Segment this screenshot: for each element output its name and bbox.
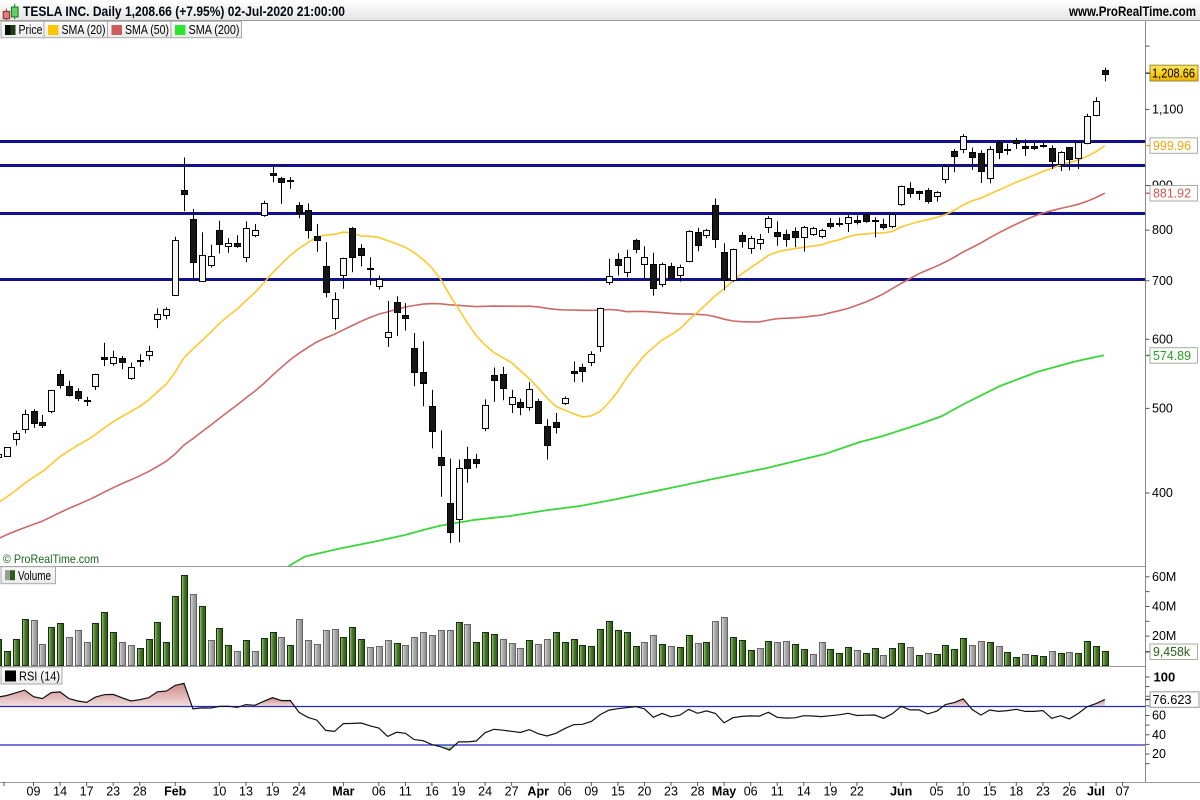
svg-text:19: 19	[266, 785, 280, 799]
svg-text:19: 19	[452, 785, 466, 799]
svg-text:23: 23	[664, 785, 678, 799]
svg-text:TESLA INC. Daily 1,208.66 (+7.: TESLA INC. Daily 1,208.66 (+7.95%) 02-Ju…	[23, 4, 345, 19]
svg-text:17: 17	[80, 785, 94, 799]
svg-text:05: 05	[930, 785, 944, 799]
svg-text:Jul: Jul	[1087, 785, 1105, 799]
svg-text:09: 09	[27, 785, 41, 799]
svg-text:60: 60	[1152, 709, 1166, 723]
svg-text:15: 15	[983, 785, 997, 799]
svg-text:1,100: 1,100	[1152, 102, 1183, 116]
svg-text:1,208.66: 1,208.66	[1152, 67, 1195, 81]
svg-text:76.623: 76.623	[1153, 693, 1192, 707]
svg-text:14: 14	[53, 785, 67, 799]
svg-text:19: 19	[823, 785, 837, 799]
svg-text:26: 26	[1062, 785, 1076, 799]
svg-text:20: 20	[637, 785, 651, 799]
svg-text:16: 16	[425, 785, 439, 799]
svg-text:574.89: 574.89	[1153, 349, 1191, 363]
svg-text:22: 22	[850, 785, 864, 799]
svg-text:24: 24	[292, 785, 306, 799]
svg-text:28: 28	[691, 785, 705, 799]
svg-text:11: 11	[771, 785, 784, 799]
svg-text:Volume: Volume	[18, 569, 51, 583]
svg-text:881.92: 881.92	[1153, 187, 1191, 201]
svg-text:06: 06	[744, 785, 758, 799]
svg-text:18: 18	[1009, 785, 1023, 799]
svg-text:06: 06	[372, 785, 386, 799]
svg-text:9,458k: 9,458k	[1153, 645, 1191, 659]
svg-text:SMA (20): SMA (20)	[62, 23, 106, 37]
svg-text:May: May	[712, 785, 736, 799]
svg-text:15: 15	[611, 785, 625, 799]
svg-text:Price: Price	[19, 23, 43, 37]
svg-text:Feb: Feb	[164, 785, 187, 799]
svg-text:40: 40	[1152, 728, 1166, 742]
svg-text:Apr: Apr	[527, 785, 549, 799]
svg-text:06: 06	[558, 785, 572, 799]
svg-text:999.96: 999.96	[1153, 139, 1191, 153]
svg-text:13: 13	[239, 785, 253, 799]
svg-text:09: 09	[584, 785, 598, 799]
svg-text:Jun: Jun	[890, 785, 912, 799]
svg-text:23: 23	[1036, 785, 1050, 799]
svg-text:10: 10	[212, 785, 226, 799]
svg-text:60M: 60M	[1152, 570, 1176, 584]
svg-text:400: 400	[1152, 486, 1173, 500]
svg-text:20M: 20M	[1152, 629, 1176, 643]
svg-text:RSI (14): RSI (14)	[19, 670, 60, 684]
svg-text:www.ProRealTime.com: www.ProRealTime.com	[1068, 4, 1196, 19]
svg-text:23: 23	[106, 785, 120, 799]
svg-text:SMA (50): SMA (50)	[125, 23, 169, 37]
svg-text:© ProRealTime.com: © ProRealTime.com	[3, 552, 99, 566]
svg-text:11: 11	[399, 785, 412, 799]
svg-text:800: 800	[1152, 223, 1173, 237]
svg-text:27: 27	[505, 785, 519, 799]
svg-text:100: 100	[1154, 670, 1176, 685]
svg-text:SMA (200): SMA (200)	[189, 23, 240, 37]
svg-text:40M: 40M	[1152, 600, 1176, 614]
svg-text:24: 24	[478, 785, 492, 799]
svg-text:20: 20	[1152, 747, 1166, 761]
svg-text:Mar: Mar	[332, 785, 354, 799]
svg-text:07: 07	[1116, 785, 1130, 799]
svg-text:500: 500	[1152, 401, 1173, 415]
svg-text:600: 600	[1152, 332, 1173, 346]
svg-text:700: 700	[1152, 274, 1173, 288]
svg-text:28: 28	[133, 785, 147, 799]
svg-text:10: 10	[956, 785, 970, 799]
svg-text:14: 14	[797, 785, 811, 799]
